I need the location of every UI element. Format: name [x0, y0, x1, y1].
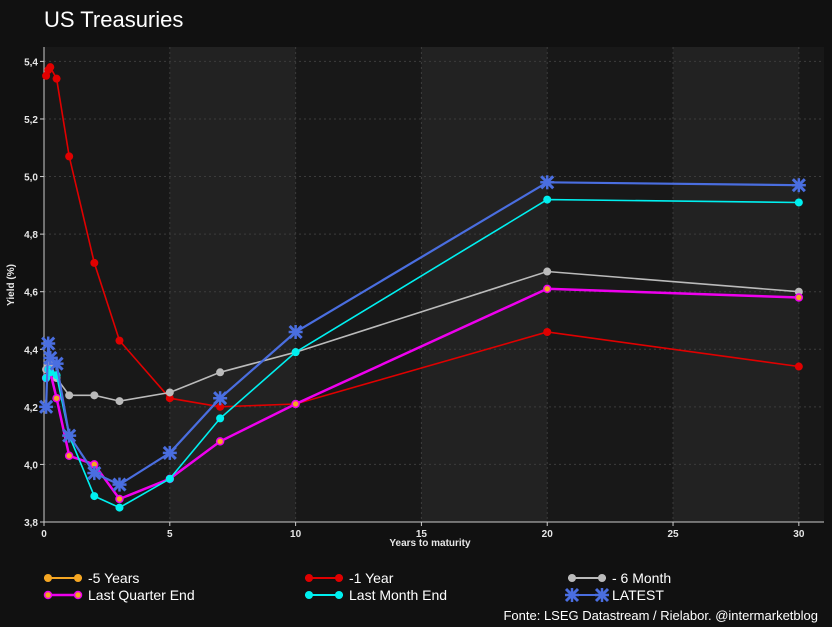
data-point-last-quarter-end [291, 399, 300, 409]
data-point-last-month-end [216, 414, 225, 423]
data-point-last-quarter-end [115, 494, 124, 504]
data-point-6-month [794, 287, 803, 296]
legend-label: - 6 Month [612, 570, 671, 586]
y-tick-label: 3,8 [24, 518, 38, 529]
data-point-1-year [52, 74, 61, 83]
data-point-latest [49, 356, 64, 371]
x-tick-label: 10 [290, 529, 302, 540]
x-tick-label: 5 [167, 529, 173, 540]
legend-marker [74, 574, 82, 582]
data-point-latest [791, 178, 806, 193]
data-point-1-year [216, 402, 225, 411]
data-point-6-month [115, 397, 124, 406]
x-tick-label: 25 [667, 529, 679, 540]
data-point-1-year [65, 152, 74, 161]
chart-title: US Treasuries [44, 7, 183, 32]
data-point-last-month-end [291, 348, 300, 357]
plot-band [421, 47, 548, 522]
legend-item-latest: LATEST [564, 587, 664, 603]
legend-item-1-year: -1 Year [305, 570, 394, 586]
y-tick-label: 5,4 [24, 57, 38, 68]
data-point-1-year [543, 328, 552, 336]
legend-label: Last Quarter End [88, 587, 195, 603]
data-point-6-month [65, 391, 74, 400]
legend-label: -5 Years [88, 570, 139, 586]
grid-lines [43, 47, 824, 523]
data-point-latest [112, 477, 127, 492]
data-point-last-quarter-end [64, 451, 74, 461]
y-tick-label: 4,4 [24, 345, 38, 356]
data-point-last-quarter-end [52, 393, 61, 403]
series-1-year [42, 63, 803, 411]
y-tick-label: 5,2 [24, 115, 38, 126]
legend-label: -1 Year [349, 570, 394, 586]
data-point-latest [87, 465, 102, 481]
data-point-latest [540, 175, 555, 190]
legend-item-last-month-end: Last Month End [305, 587, 447, 603]
data-point-6-month [90, 391, 99, 400]
data-point-last-month-end [115, 503, 124, 512]
x-tick-label: 0 [41, 529, 47, 540]
data-point-last-month-end [543, 195, 552, 204]
legend-marker [43, 590, 53, 600]
legend-marker [564, 587, 580, 603]
data-point-1-year [90, 258, 99, 267]
tick-labels: 3,8 4,0 4,2 4,4 4,6 4,8 5,0 5,2 5,4 0 5 10 15 20 25 30 [24, 57, 805, 540]
legend-marker [335, 591, 343, 599]
series-latest [39, 175, 806, 492]
data-point-last-month-end [165, 474, 174, 483]
x-tick-label: 15 [416, 529, 428, 540]
plot-band [169, 47, 296, 522]
legend-label: Last Month End [349, 587, 447, 603]
data-point-1-year [165, 394, 174, 403]
data-point-last-quarter-end [215, 437, 225, 446]
source-note: Fonte: LSEG Datastream / Rielabor. @inte… [503, 608, 818, 623]
y-tick-label: 4,8 [24, 230, 38, 241]
legend-marker [305, 591, 313, 599]
legend-item-5-years: -5 Years [44, 570, 139, 586]
plot-bands [44, 47, 824, 522]
data-point-1-year [794, 362, 803, 371]
data-point-last-month-end [794, 198, 803, 207]
data-point-1-year [46, 63, 55, 72]
legend-item-6-month: - 6 Month [568, 570, 671, 586]
legend-item-last-quarter-end: Last Quarter End [43, 587, 195, 603]
data-point-6-month [543, 267, 552, 276]
x-tick-label: 20 [542, 529, 554, 540]
y-axis-title: Yield (%) [6, 264, 17, 306]
legend-marker [335, 574, 343, 582]
plot-band [673, 47, 799, 522]
data-point-6-month [165, 388, 174, 397]
y-tick-label: 4,6 [24, 288, 38, 299]
series-layer [39, 63, 806, 512]
legend-marker [568, 574, 576, 582]
data-point-last-quarter-end [794, 293, 804, 302]
data-point-latest [162, 445, 177, 460]
legend-marker [305, 574, 313, 582]
data-point-6-month [216, 368, 225, 377]
data-point-1-year [115, 336, 124, 345]
legend-marker [44, 574, 52, 582]
axes [43, 47, 824, 523]
data-point-last-quarter-end [542, 284, 552, 294]
legend-label: LATEST [612, 587, 664, 603]
legend-marker [598, 574, 606, 582]
legend-marker [594, 587, 610, 603]
data-point-latest [213, 391, 228, 406]
legend-marker [73, 590, 83, 600]
x-axis-title: Years to maturity [389, 538, 471, 549]
data-point-latest [62, 428, 77, 443]
y-tick-label: 5,0 [24, 173, 38, 184]
data-point-latest [39, 399, 54, 414]
x-tick-label: 30 [793, 529, 805, 540]
y-tick-label: 4,2 [24, 403, 38, 414]
data-point-latest [41, 336, 56, 351]
legend: -5 Years -1 Year - 6 Month Last Quarter End… [43, 570, 671, 603]
data-point-last-month-end [90, 492, 99, 501]
data-point-latest [288, 324, 303, 340]
y-tick-label: 4,0 [24, 460, 38, 471]
